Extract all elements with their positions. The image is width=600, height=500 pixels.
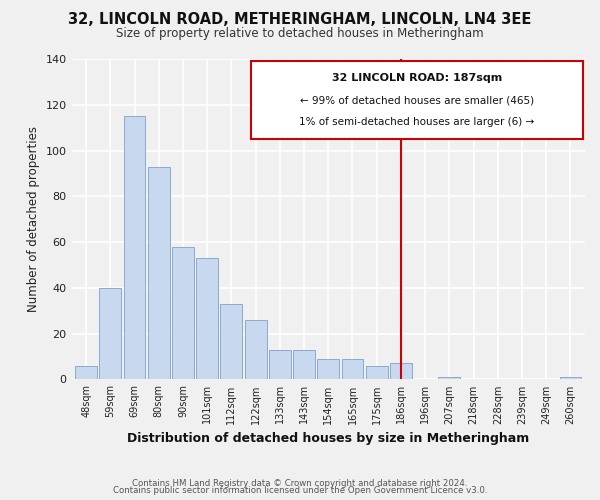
Y-axis label: Number of detached properties: Number of detached properties xyxy=(27,126,40,312)
Text: Size of property relative to detached houses in Metheringham: Size of property relative to detached ho… xyxy=(116,28,484,40)
Bar xyxy=(196,258,218,380)
Bar xyxy=(439,377,460,380)
Bar xyxy=(317,359,339,380)
X-axis label: Distribution of detached houses by size in Metheringham: Distribution of detached houses by size … xyxy=(127,432,529,445)
FancyBboxPatch shape xyxy=(251,62,583,139)
Bar xyxy=(269,350,291,380)
Text: 1% of semi-detached houses are larger (6) →: 1% of semi-detached houses are larger (6… xyxy=(299,117,534,127)
Bar xyxy=(124,116,145,380)
Bar xyxy=(172,246,194,380)
Bar xyxy=(366,366,388,380)
Bar xyxy=(100,288,121,380)
Bar xyxy=(341,359,364,380)
Bar xyxy=(220,304,242,380)
Text: 32, LINCOLN ROAD, METHERINGHAM, LINCOLN, LN4 3EE: 32, LINCOLN ROAD, METHERINGHAM, LINCOLN,… xyxy=(68,12,532,28)
Text: Contains HM Land Registry data © Crown copyright and database right 2024.: Contains HM Land Registry data © Crown c… xyxy=(132,478,468,488)
Bar xyxy=(560,377,581,380)
Bar xyxy=(148,166,170,380)
Bar xyxy=(245,320,266,380)
Text: 32 LINCOLN ROAD: 187sqm: 32 LINCOLN ROAD: 187sqm xyxy=(332,74,502,84)
Bar xyxy=(390,364,412,380)
Bar xyxy=(75,366,97,380)
Bar xyxy=(293,350,315,380)
Text: ← 99% of detached houses are smaller (465): ← 99% of detached houses are smaller (46… xyxy=(299,95,534,105)
Text: Contains public sector information licensed under the Open Government Licence v3: Contains public sector information licen… xyxy=(113,486,487,495)
